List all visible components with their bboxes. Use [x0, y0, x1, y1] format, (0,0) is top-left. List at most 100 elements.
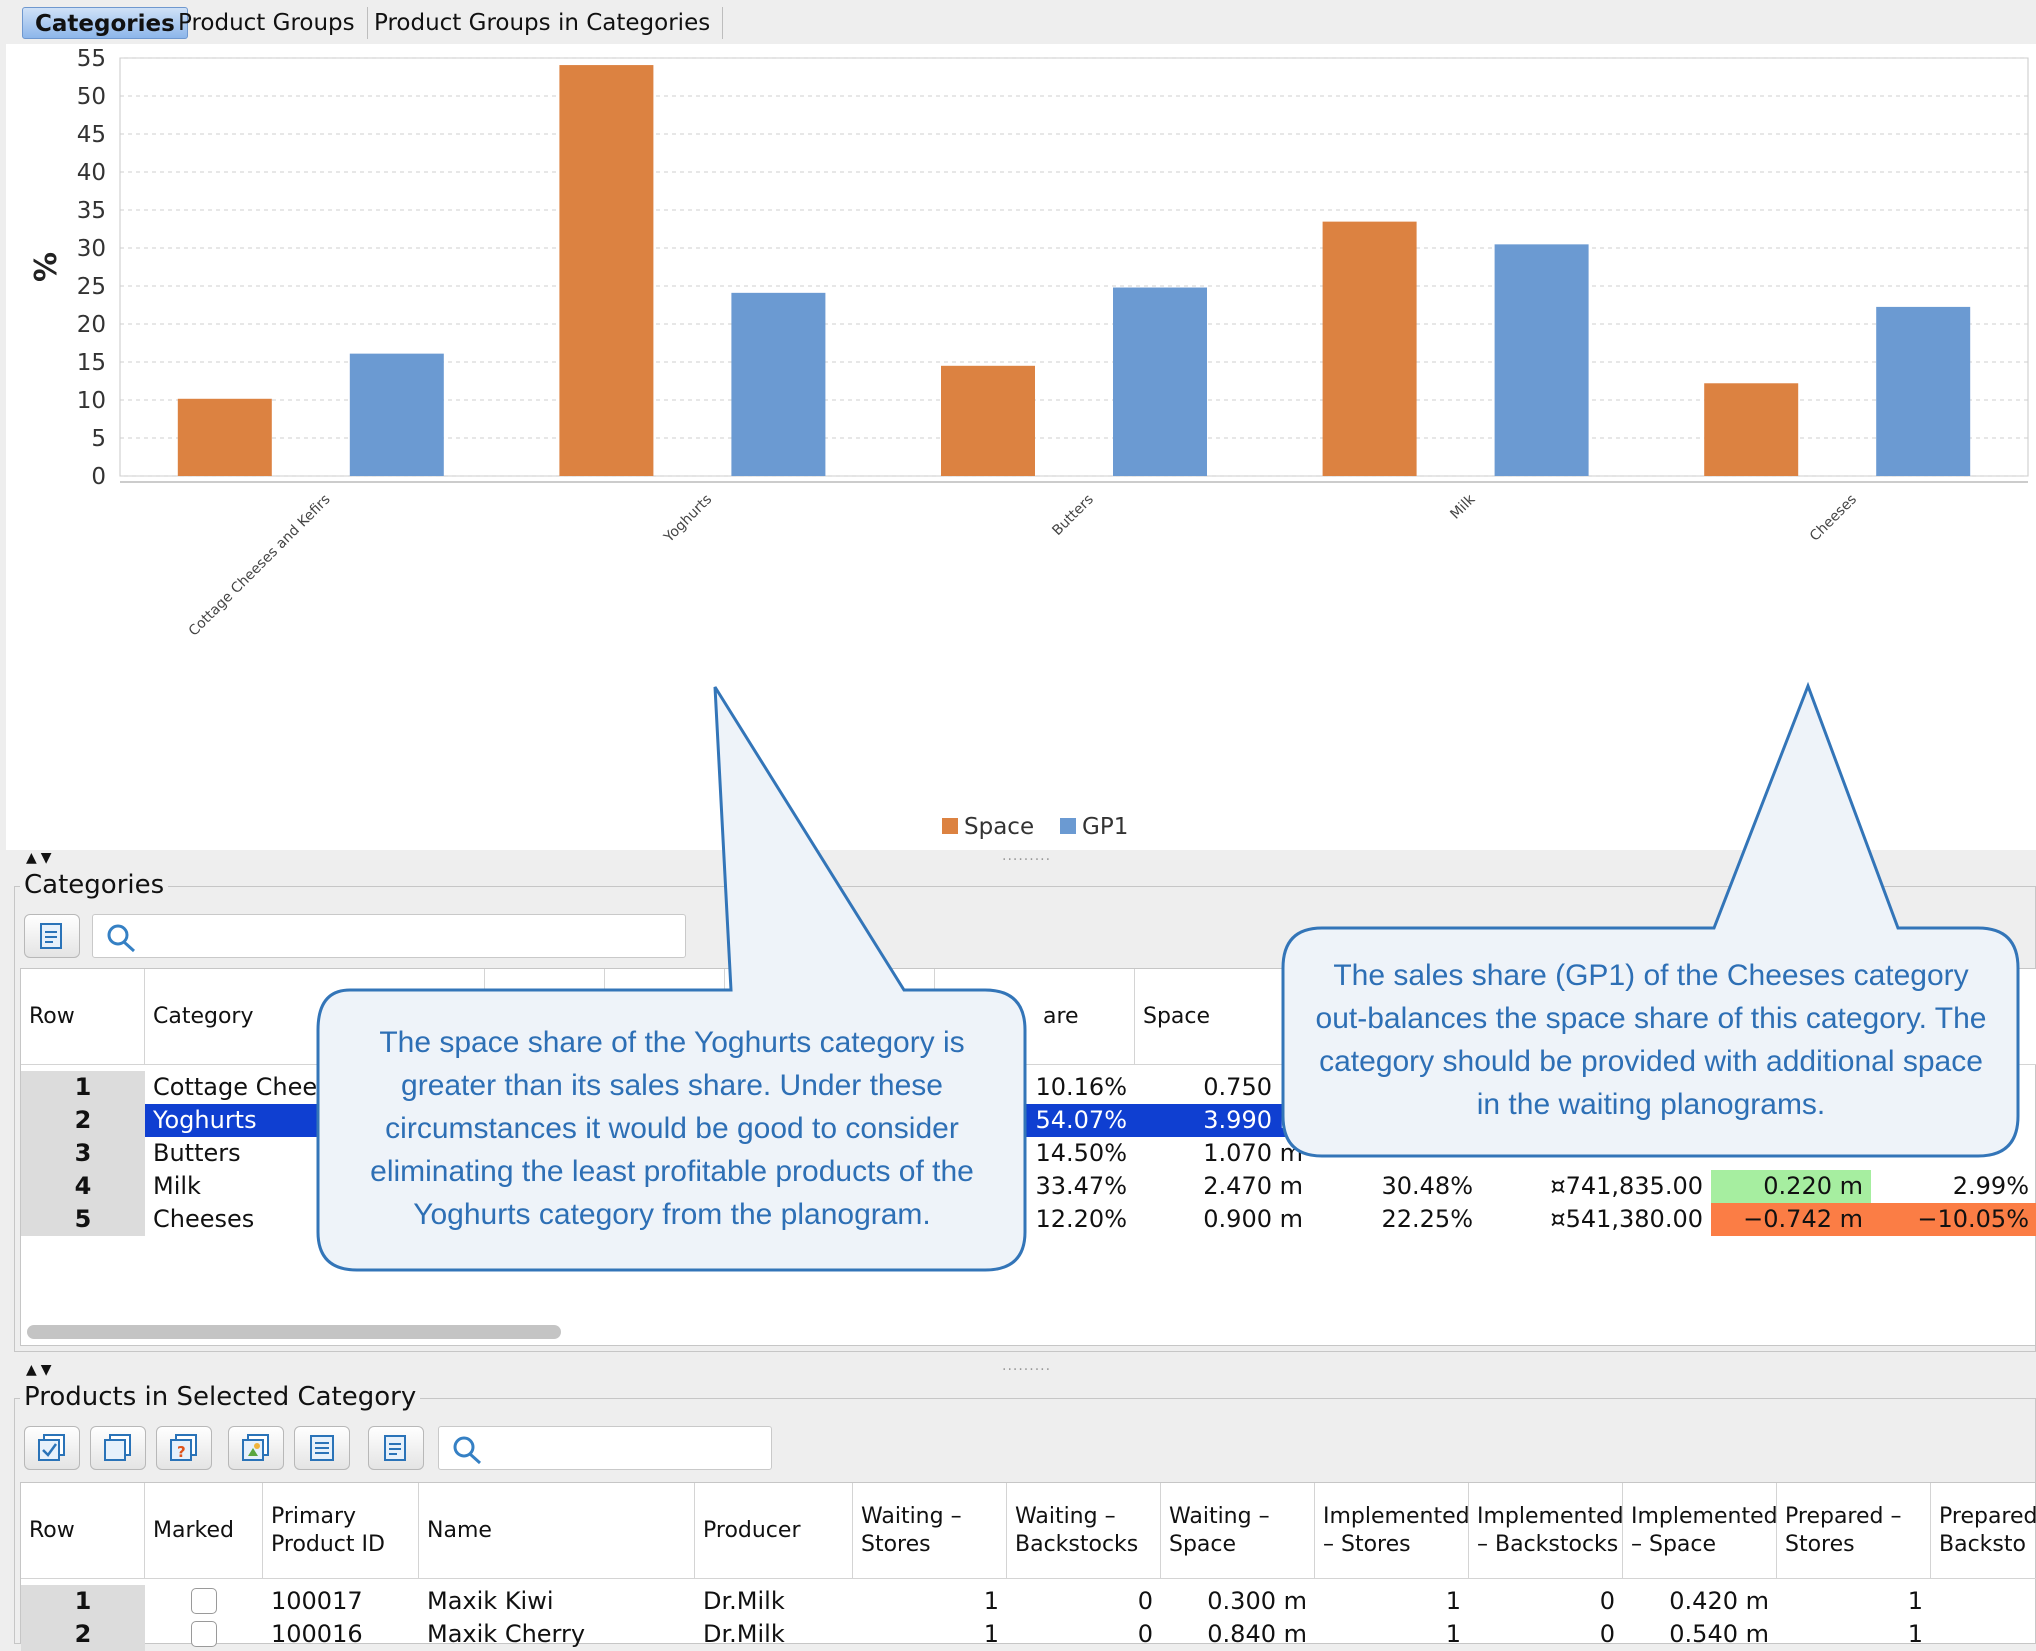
space-value[interactable]: 2.470 m — [1203, 1172, 1303, 1200]
primary-product-id[interactable]: 100017 — [271, 1587, 363, 1615]
marked-checkbox[interactable] — [191, 1588, 217, 1614]
col-name[interactable]: Name — [419, 1483, 695, 1579]
waiting-backstocks[interactable]: 0 — [1137, 1620, 1153, 1648]
col-implemented-space[interactable]: Implemented – Space — [1623, 1483, 1777, 1579]
horizontal-scrollbar[interactable] — [27, 1325, 561, 1339]
tab-product-groups-in-categories[interactable]: Product Groups in Categories — [362, 7, 724, 39]
waiting-stores[interactable]: 1 — [983, 1620, 999, 1648]
check-all-icon — [38, 1434, 65, 1461]
bar-space-2 — [941, 365, 1035, 476]
col-primary-product-id[interactable]: Primary Product ID — [263, 1483, 419, 1579]
show-image-button[interactable] — [228, 1426, 284, 1470]
splitter-arrows-2[interactable]: ▲▼ — [26, 1362, 56, 1378]
space-difference-value[interactable]: −0.742 m — [1711, 1203, 1871, 1236]
product-name[interactable]: Maxik Cherry — [427, 1620, 586, 1648]
col-prepared-stores[interactable]: Prepared – Stores — [1777, 1483, 1931, 1579]
space-share-value[interactable]: 14.50% — [1035, 1139, 1127, 1167]
check-all-button[interactable] — [24, 1426, 80, 1470]
image-icon — [242, 1434, 269, 1461]
legend-label-gp1: GP1 — [1082, 814, 1128, 840]
row-number[interactable]: 1 — [21, 1585, 145, 1618]
waiting-stores[interactable]: 1 — [983, 1587, 999, 1615]
category-name[interactable]: Milk — [153, 1172, 201, 1200]
space-share-value[interactable]: 33.47% — [1035, 1172, 1127, 1200]
gp1-amount-value[interactable]: ¤741,835.00 — [1550, 1172, 1703, 1200]
implemented-stores[interactable]: 1 — [1445, 1587, 1461, 1615]
col-row[interactable]: Row — [21, 969, 145, 1065]
list-icon — [310, 1435, 334, 1461]
space-share-value[interactable]: 12.20% — [1035, 1205, 1127, 1233]
tab-product-groups[interactable]: Product Groups — [166, 7, 368, 39]
y-tick-label: 40 — [77, 160, 106, 186]
category-name[interactable]: Cheeses — [153, 1205, 255, 1233]
report-button[interactable] — [24, 914, 80, 958]
row-number[interactable]: 5 — [21, 1203, 145, 1236]
invert-selection-button[interactable]: ? — [156, 1426, 212, 1470]
waiting-space[interactable]: 0.300 m — [1207, 1587, 1307, 1615]
gp1-share-value[interactable]: 30.48% — [1381, 1172, 1473, 1200]
legend-label-space: Space — [964, 814, 1034, 840]
space-share-value[interactable]: 54.07% — [935, 1104, 1135, 1137]
product-report-button[interactable] — [368, 1426, 424, 1470]
category-name[interactable]: Cottage Chees — [153, 1073, 330, 1101]
y-tick-label: 15 — [77, 350, 106, 376]
space-difference-percent[interactable]: 2.99% — [1952, 1172, 2029, 1200]
bar-space-0 — [177, 398, 272, 476]
legend-swatch-space — [942, 818, 958, 834]
col-implemented-backstocks[interactable]: Implemented – Backstocks — [1469, 1483, 1623, 1579]
row-number[interactable]: 2 — [21, 1104, 145, 1137]
bar-gp1-2 — [1113, 287, 1207, 476]
product-name[interactable]: Maxik Kiwi — [427, 1587, 554, 1615]
cheeses-callout-bubble — [1281, 681, 2020, 1158]
col-space-share[interactable]: are — [935, 969, 1135, 1065]
row-number[interactable]: 1 — [21, 1071, 145, 1104]
col-row[interactable]: Row — [21, 1483, 145, 1579]
col-waiting-backstocks[interactable]: Waiting – Backstocks — [1007, 1483, 1161, 1579]
gp1-amount-value[interactable]: ¤541,380.00 — [1550, 1205, 1703, 1233]
producer[interactable]: Dr.Milk — [703, 1620, 785, 1648]
prepared-stores[interactable]: 1 — [1907, 1620, 1923, 1648]
bar-space-4 — [1704, 383, 1799, 476]
category-name[interactable]: Butters — [153, 1139, 241, 1167]
space-share-value[interactable]: 10.16% — [1035, 1073, 1127, 1101]
implemented-space[interactable]: 0.420 m — [1669, 1587, 1769, 1615]
implemented-space[interactable]: 0.540 m — [1669, 1620, 1769, 1648]
categories-search-input[interactable] — [92, 914, 686, 958]
producer[interactable]: Dr.Milk — [703, 1587, 785, 1615]
col-category[interactable]: Category — [145, 969, 485, 1065]
col-prepared-backstocks[interactable]: Prepared Backsto — [1931, 1483, 2036, 1579]
space-value[interactable]: 1.070 m — [1203, 1139, 1303, 1167]
implemented-backstocks[interactable]: 0 — [1599, 1587, 1615, 1615]
report-icon — [40, 923, 62, 949]
col-implemented-stores[interactable]: Implemented – Stores — [1315, 1483, 1469, 1579]
splitter-arrows[interactable]: ▲▼ — [26, 850, 56, 866]
tab-categories[interactable]: Categories — [22, 7, 188, 39]
waiting-backstocks[interactable]: 0 — [1137, 1587, 1153, 1615]
col-producer[interactable]: Producer — [695, 1483, 853, 1579]
implemented-backstocks[interactable]: 0 — [1599, 1620, 1615, 1648]
row-number[interactable]: 4 — [21, 1170, 145, 1203]
space-difference-percent[interactable]: −10.05% — [1871, 1203, 2036, 1236]
products-search-input[interactable] — [438, 1426, 772, 1470]
products-table: Row Marked Primary Product ID Name Producer W… — [20, 1482, 2036, 1651]
product-list-button[interactable] — [294, 1426, 350, 1470]
space-difference-value[interactable]: 0.220 m — [1711, 1170, 1871, 1203]
col-waiting-stores[interactable]: Waiting – Stores — [853, 1483, 1007, 1579]
splitter-handle-2[interactable]: ········· — [1002, 1362, 1052, 1378]
gp1-share-value[interactable]: 22.25% — [1381, 1205, 1473, 1233]
bar-space-1 — [559, 65, 654, 477]
y-tick-label: 35 — [77, 198, 106, 224]
waiting-space[interactable]: 0.840 m — [1207, 1620, 1307, 1648]
categories-panel-title: Categories — [20, 870, 169, 900]
col-marked[interactable]: Marked — [145, 1483, 263, 1579]
y-tick-label: 0 — [91, 464, 106, 490]
y-tick-label: 5 — [91, 426, 106, 452]
implemented-stores[interactable]: 1 — [1445, 1620, 1461, 1648]
row-number[interactable]: 3 — [21, 1137, 145, 1170]
uncheck-all-button[interactable] — [90, 1426, 146, 1470]
splitter-handle[interactable]: ········· — [1002, 852, 1052, 868]
col-waiting-space[interactable]: Waiting – Space — [1161, 1483, 1315, 1579]
prepared-stores[interactable]: 1 — [1907, 1587, 1923, 1615]
space-value[interactable]: 0.900 m — [1203, 1205, 1303, 1233]
primary-product-id[interactable]: 100016 — [271, 1620, 363, 1648]
